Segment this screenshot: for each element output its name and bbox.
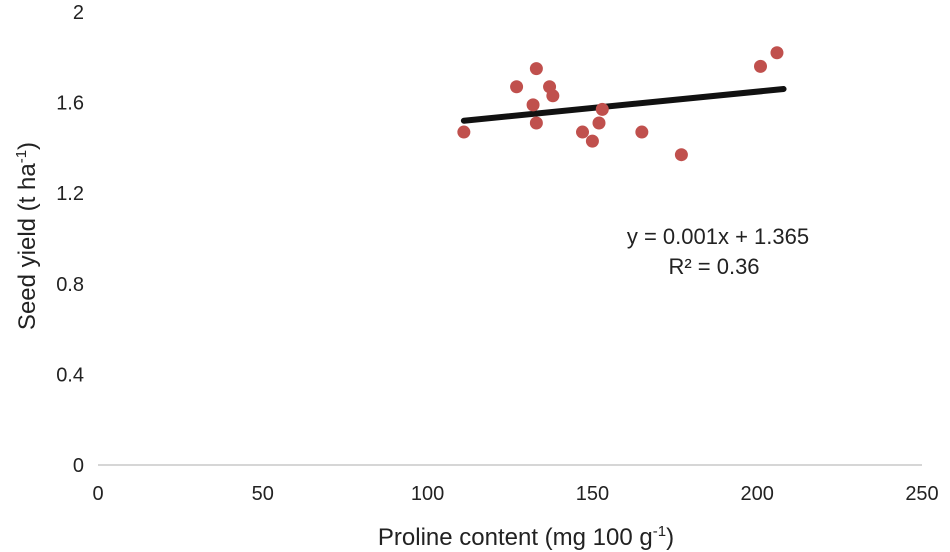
trendline <box>460 86 787 124</box>
y-tick-label: 1.6 <box>56 93 84 115</box>
data-point <box>457 125 471 139</box>
y-tick-labels: 0 0.4 0.8 1.2 1.6 2 <box>56 2 84 477</box>
y-tick-label: 2 <box>73 2 84 24</box>
data-point <box>674 148 688 162</box>
r-squared-label: R² = 0.36 <box>668 254 759 279</box>
y-axis-title-sup: -1 <box>13 150 30 163</box>
data-point <box>546 89 560 103</box>
y-tick-label: 0.8 <box>56 274 84 296</box>
data-points <box>457 46 784 162</box>
y-axis-title: Seed yield (t ha-1) <box>13 142 41 330</box>
x-tick-label: 50 <box>252 483 274 505</box>
x-axis-title: Proline content (mg 100 g-1) <box>378 523 674 551</box>
x-tick-label: 250 <box>905 483 938 505</box>
data-point <box>529 116 543 130</box>
trendline-group <box>460 86 787 124</box>
data-point <box>753 59 767 73</box>
data-point <box>529 62 543 76</box>
data-point <box>526 98 540 112</box>
data-point <box>576 125 590 139</box>
data-point <box>595 102 609 116</box>
regression-equation: y = 0.001x + 1.365 <box>627 224 809 249</box>
x-tick-label: 200 <box>741 483 774 505</box>
y-tick-label: 0 <box>73 455 84 477</box>
data-point <box>510 80 524 94</box>
y-tick-label: 0.4 <box>56 364 84 386</box>
data-point <box>592 116 606 130</box>
x-axis-title-end: ) <box>666 524 674 551</box>
x-tick-label: 100 <box>411 483 444 505</box>
x-tick-label: 0 <box>92 483 103 505</box>
y-tick-label: 1.2 <box>56 183 84 205</box>
x-axis-title-sup: -1 <box>653 523 666 540</box>
x-tick-labels: 0 50 100 150 200 250 <box>92 483 938 505</box>
y-axis-title-main: Seed yield (t ha <box>14 163 41 330</box>
data-point <box>635 125 649 139</box>
data-point <box>770 46 784 60</box>
y-axis-title-end: ) <box>14 142 41 150</box>
x-axis-title-main: Proline content (mg 100 g <box>378 524 653 551</box>
x-tick-label: 150 <box>576 483 609 505</box>
data-point <box>585 134 599 148</box>
